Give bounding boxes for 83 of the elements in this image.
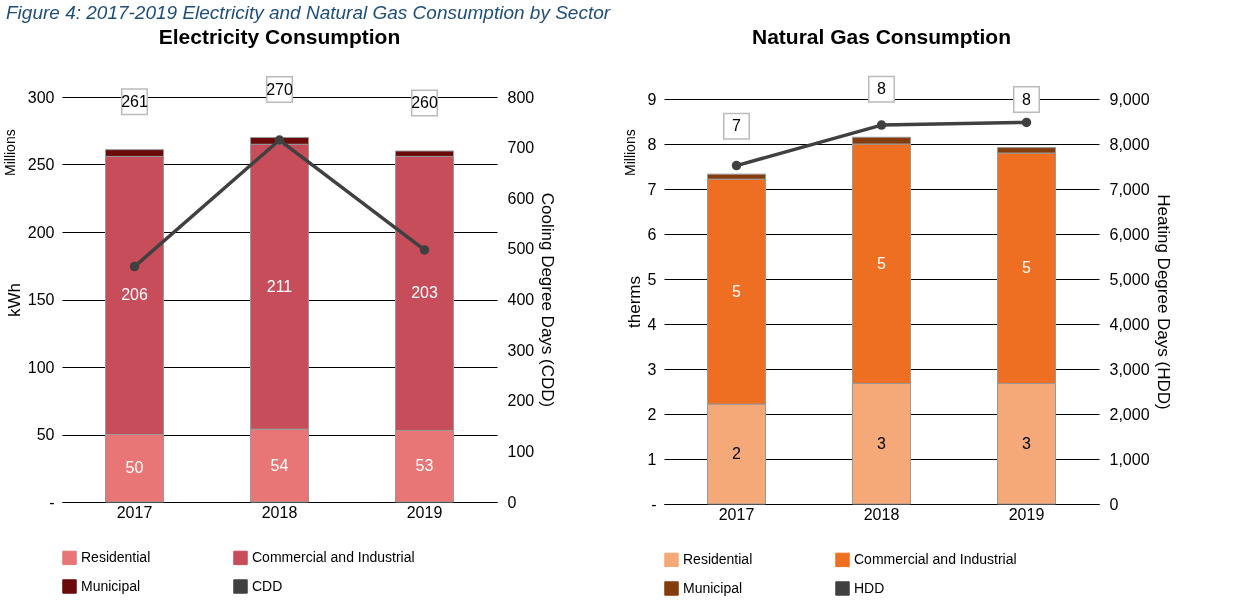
point xyxy=(876,120,887,130)
y2-tick-label: 0 xyxy=(507,493,517,511)
y2-tick-label: 7,000 xyxy=(1109,180,1150,198)
text: Millions xyxy=(622,129,638,176)
y-tick-label: - xyxy=(651,495,657,513)
y-tick-label: 4 xyxy=(647,315,657,333)
y-tick-label: 150 xyxy=(27,291,55,308)
y2-tick-label: 500 xyxy=(507,240,535,258)
y-tick-label: 5 xyxy=(647,270,657,288)
y-tick-label: 2 xyxy=(647,405,657,423)
y-tick-label: - xyxy=(49,493,55,511)
data-label: 50 xyxy=(125,459,144,477)
data-label: 3 xyxy=(877,434,887,452)
legend-label: CDD xyxy=(252,577,283,594)
data-label: 203 xyxy=(411,284,438,302)
total-label: 260 xyxy=(411,94,438,111)
legend-label: Municipal xyxy=(81,577,141,594)
data-label: 2 xyxy=(732,445,742,463)
y2-tick-label: 200 xyxy=(507,392,535,410)
chart-title: Electricity Consumption xyxy=(158,24,401,48)
data-label: 3 xyxy=(1022,434,1032,452)
point xyxy=(129,261,140,272)
point xyxy=(1021,117,1032,128)
y-tick-label: 1 xyxy=(647,450,657,468)
data-label: 5 xyxy=(732,282,742,300)
x-tick-label: 2019 xyxy=(406,503,443,521)
legend-label: Residential xyxy=(81,548,151,565)
y2-tick-label: 8,000 xyxy=(1109,135,1150,153)
y2-tick-label: 600 xyxy=(507,189,535,207)
chart-title: Natural Gas Consumption xyxy=(751,24,1012,48)
y-tick-label: 3 xyxy=(647,360,657,378)
y2-tick-label: 0 xyxy=(1109,495,1119,513)
y-tick-label: 250 xyxy=(27,156,55,173)
text: Millions xyxy=(2,129,18,176)
y-tick-label: 300 xyxy=(27,88,55,106)
y-tick-label: 6 xyxy=(647,225,657,243)
y2-tick-label: 100 xyxy=(507,442,535,460)
data-label: 211 xyxy=(266,277,293,295)
y2-axis-title: Cooling Degree Days (CDD) xyxy=(538,192,558,408)
caption: Figure 4: 2017-2019 Electricity and Natural Gas Consumption by Sector xyxy=(6,2,611,23)
total-label: 7 xyxy=(732,117,742,135)
y2-tick-label: 700 xyxy=(507,139,535,157)
y2-axis-title: Heating Degree Days (HDD) xyxy=(1153,194,1173,410)
data-label: 5 xyxy=(1022,259,1032,277)
y-tick-label: 8 xyxy=(647,135,657,153)
y2-tick-label: 400 xyxy=(507,291,535,308)
y-tick-label: 50 xyxy=(36,426,55,443)
point xyxy=(274,135,285,145)
y-axis-title: kWh xyxy=(4,283,24,317)
y-tick-label: 7 xyxy=(647,180,657,198)
y2-tick-label: 800 xyxy=(507,88,535,106)
legend-label: Residential xyxy=(683,550,753,567)
y2-tick-label: 5,000 xyxy=(1109,270,1150,288)
point xyxy=(419,245,430,255)
total-label: 270 xyxy=(266,80,293,98)
y2-tick-label: 6,000 xyxy=(1109,225,1150,243)
data-label: 53 xyxy=(415,457,434,475)
y-axis-title: therms xyxy=(624,276,644,328)
data-label: 54 xyxy=(270,456,289,474)
total-label: 8 xyxy=(877,80,887,98)
legend-label: HDD xyxy=(854,579,885,596)
legend-label: Commercial and Industrial xyxy=(252,548,415,565)
legend-label: Commercial and Industrial xyxy=(854,550,1017,567)
x-tick-label: 2017 xyxy=(718,505,755,523)
total-label: 261 xyxy=(121,92,148,110)
y2-tick-label: 1,000 xyxy=(1109,450,1150,468)
y2-tick-label: 300 xyxy=(507,341,535,359)
point xyxy=(731,160,742,171)
data-label: 206 xyxy=(121,286,148,304)
data-label: 5 xyxy=(877,254,887,272)
x-tick-label: 2017 xyxy=(116,503,153,521)
y2-tick-label: 4,000 xyxy=(1109,315,1150,333)
legend-label: Municipal xyxy=(683,579,743,596)
y-tick-label: 200 xyxy=(27,223,55,241)
y2-tick-label: 9,000 xyxy=(1109,90,1150,108)
x-tick-label: 2019 xyxy=(1008,505,1045,523)
y2-tick-label: 3,000 xyxy=(1109,360,1150,378)
y-tick-label: 100 xyxy=(27,358,55,376)
y-tick-label: 9 xyxy=(647,90,657,108)
x-tick-label: 2018 xyxy=(863,505,900,523)
y2-tick-label: 2,000 xyxy=(1109,405,1150,423)
total-label: 8 xyxy=(1022,90,1032,108)
x-tick-label: 2018 xyxy=(261,503,298,521)
